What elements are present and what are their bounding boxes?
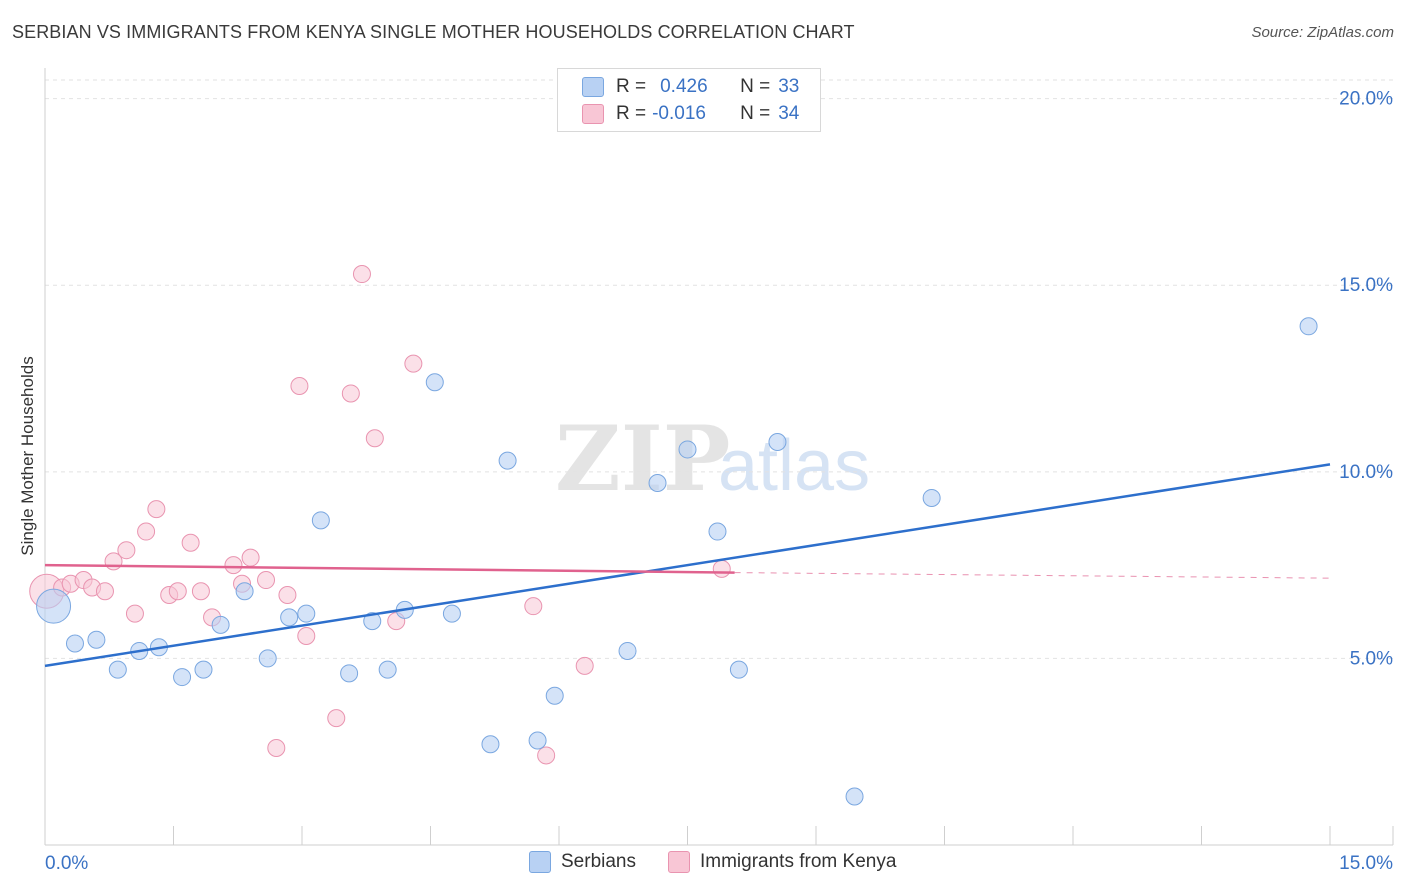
r-label: R = <box>616 103 647 124</box>
kenya-legend-swatch <box>668 851 690 873</box>
source-label: Source: ZipAtlas.com <box>1251 24 1394 41</box>
kenya-point <box>125 604 144 623</box>
kenya-point <box>267 738 286 757</box>
legend-item-serbians[interactable]: Serbians <box>529 851 636 873</box>
kenya-point <box>95 582 114 601</box>
y-tick-label: 10.0% <box>1339 462 1393 483</box>
kenya-point <box>137 522 156 541</box>
kenya-point <box>712 559 731 578</box>
serbians-point <box>194 660 213 679</box>
serbians-trendline <box>44 463 1331 668</box>
serbians-point <box>87 630 106 649</box>
legend-item-kenya[interactable]: Immigrants from Kenya <box>668 851 896 873</box>
serbians-swatch <box>582 77 604 97</box>
serbians-point <box>173 668 192 687</box>
serbians-point <box>678 440 697 459</box>
watermark-zip: ZIP <box>555 406 730 512</box>
n-label: N = <box>740 76 771 97</box>
serbians-point <box>211 615 230 634</box>
series-legend: Serbians Immigrants from Kenya <box>529 851 928 873</box>
kenya-point <box>524 597 543 616</box>
legend-label-serbians: Serbians <box>561 851 636 872</box>
serbians-point <box>545 686 564 705</box>
n-value: 34 <box>778 103 800 124</box>
serbians-point <box>340 664 359 683</box>
serbians-point <box>1299 317 1318 336</box>
kenya-point <box>168 582 187 601</box>
serbians-point <box>442 604 461 623</box>
serbians-point <box>297 604 316 623</box>
watermark-atlas: atlas <box>718 426 870 506</box>
kenya-point <box>575 656 594 675</box>
serbians-point <box>378 660 397 679</box>
serbians-point <box>528 731 547 750</box>
serbians-point <box>618 641 637 660</box>
kenya-point <box>241 548 260 567</box>
serbians-point <box>258 649 277 668</box>
y-axis-label: Single Mother Households <box>18 356 37 556</box>
serbians-point <box>845 787 864 806</box>
x-tick-label: 15.0% <box>1339 853 1393 874</box>
r-value: -0.016 <box>652 103 706 124</box>
y-tick-label: 5.0% <box>1350 648 1393 669</box>
serbians-point <box>65 634 84 653</box>
serbians-point <box>363 612 382 631</box>
chart-title: SERBIAN VS IMMIGRANTS FROM KENYA SINGLE … <box>12 22 855 42</box>
r-value: 0.426 <box>660 76 708 97</box>
kenya-point <box>278 585 297 604</box>
x-tick-label: 0.0% <box>45 853 88 874</box>
kenya-point <box>537 746 556 765</box>
serbians-point <box>708 522 727 541</box>
serbians-legend-swatch <box>529 851 551 873</box>
kenya-point <box>341 384 360 403</box>
y-tick-label: 20.0% <box>1339 89 1393 110</box>
legend-row-kenya: R = -0.016 N = 34 <box>582 102 799 126</box>
n-label: N = <box>740 103 771 124</box>
n-value: 33 <box>778 76 800 97</box>
kenya-point <box>224 556 243 575</box>
serbians-point <box>648 474 667 493</box>
kenya-point <box>290 377 309 395</box>
stats-legend: R = 0.426 N = 33 R = -0.016 N = 34 <box>557 68 821 132</box>
kenya-point <box>404 354 423 373</box>
legend-row-serbians: R = 0.426 N = 33 <box>582 75 799 99</box>
kenya-point <box>365 429 384 448</box>
kenya-point <box>327 709 346 728</box>
serbians-point <box>311 511 330 530</box>
kenya-point <box>147 500 166 519</box>
serbians-point <box>280 608 299 627</box>
kenya-point <box>117 541 136 560</box>
kenya-trendline-extension <box>734 572 1331 579</box>
serbians-point <box>108 660 127 679</box>
r-label: R = <box>616 76 647 97</box>
y-tick-label: 15.0% <box>1339 275 1393 296</box>
serbians-point <box>498 451 517 470</box>
kenya-swatch <box>582 104 604 124</box>
kenya-point <box>191 582 210 601</box>
kenya-point <box>352 265 371 284</box>
serbians-point <box>481 735 500 754</box>
serbians-point <box>922 488 941 507</box>
serbians-point <box>36 588 72 624</box>
serbians-point <box>729 660 748 679</box>
kenya-trendline <box>44 563 735 574</box>
serbians-point <box>425 373 444 392</box>
serbians-point <box>235 582 254 601</box>
legend-label-kenya: Immigrants from Kenya <box>700 851 897 872</box>
kenya-point <box>257 571 276 590</box>
kenya-point <box>181 533 200 552</box>
serbians-point <box>768 432 787 451</box>
kenya-point <box>297 627 316 646</box>
